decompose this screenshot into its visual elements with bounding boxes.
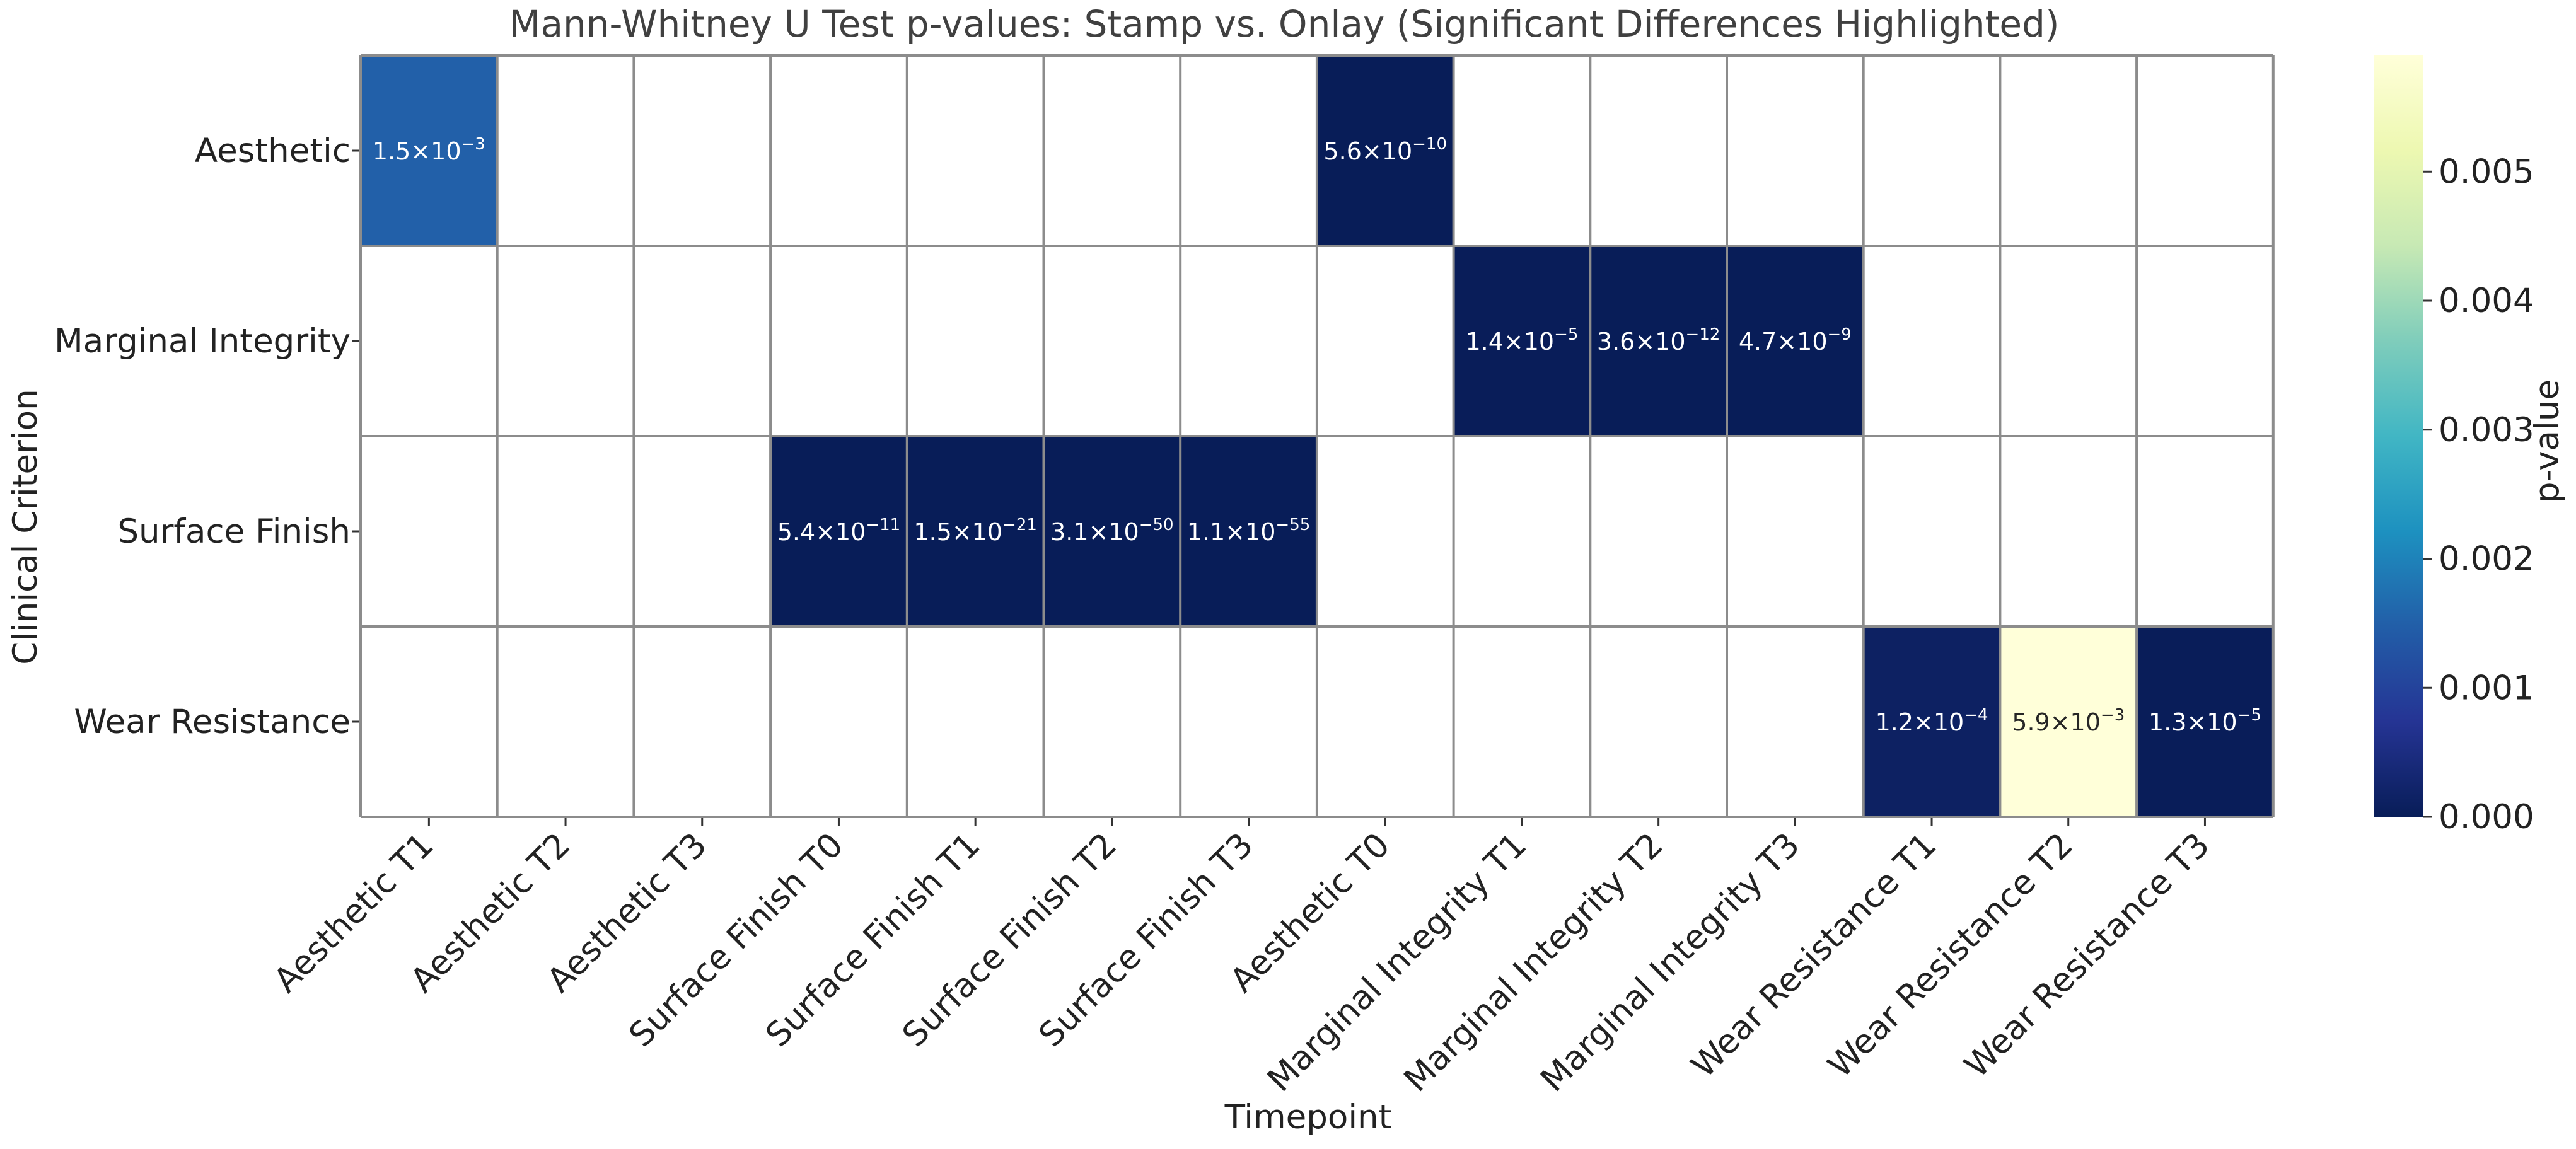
cell-value-label: 3.6×10−12 xyxy=(1597,325,1720,355)
chart-title: Mann-Whitney U Test p-values: Stamp vs. … xyxy=(509,3,2059,45)
cell-value-labels: 1.5×10−3 5.6×10−10 1.4×10−5 3.6×10−12 4.7×10… xyxy=(373,135,2261,736)
cell-value-label: 1.5×10−21 xyxy=(914,516,1037,546)
heatmap-cell xyxy=(2000,626,2137,817)
x-axis-label: Timepoint xyxy=(1224,1098,1392,1136)
x-tick-label: Wear Resistance T2 xyxy=(1821,826,2080,1085)
cell-value-label: 1.1×10−55 xyxy=(1187,516,1311,546)
heatmap-cell xyxy=(770,436,907,626)
colorbar-tick-label: 0.003 xyxy=(2439,411,2534,449)
cell-value-label: 1.3×10−5 xyxy=(2149,706,2261,736)
colorbar-label: p-value xyxy=(2528,379,2567,503)
y-tick-label: Marginal Integrity xyxy=(54,322,351,361)
colorbar-tick-label: 0.002 xyxy=(2439,540,2534,579)
x-tick-label: Marginal Integrity T1 xyxy=(1260,826,1534,1099)
colorbar-tick-label: 0.001 xyxy=(2439,669,2534,707)
heatmap-cell xyxy=(1590,246,1727,436)
heatmap-cell xyxy=(1043,436,1181,626)
x-tick-label: Wear Resistance T1 xyxy=(1684,826,1944,1085)
heatmap-cell xyxy=(2137,626,2273,817)
heatmap-cell xyxy=(1316,55,1454,246)
colorbar-gradient xyxy=(2374,55,2423,817)
colorbar-tick-label: 0.000 xyxy=(2439,798,2534,836)
heatmap-cell xyxy=(1180,436,1317,626)
colorbar: 0.000 0.001 0.002 0.003 0.004 0.005 xyxy=(2374,55,2534,836)
colorbar-tick-label: 0.004 xyxy=(2439,282,2534,320)
heatmap-cell xyxy=(1863,626,2000,817)
cell-value-label: 1.2×10−4 xyxy=(1876,706,1988,736)
heatmap-grid xyxy=(359,54,2275,818)
heatmap-cell xyxy=(907,436,1044,626)
heatmap-cell xyxy=(1727,246,1864,436)
x-tick-label: Marginal Integrity T3 xyxy=(1533,826,1807,1099)
y-axis: Aesthetic Marginal Integrity Surface Finis… xyxy=(54,132,359,741)
x-tick-label: Wear Resistance T3 xyxy=(1958,826,2217,1085)
y-tick-label: Surface Finish xyxy=(117,512,351,551)
x-tick-label: Marginal Integrity T2 xyxy=(1397,826,1671,1099)
cell-value-label: 5.9×10−3 xyxy=(2012,706,2125,736)
heatmap-cell xyxy=(361,55,497,246)
cell-value-label: 4.7×10−9 xyxy=(1739,325,1852,355)
colorbar-tick-label: 0.005 xyxy=(2439,153,2534,191)
cell-value-label: 5.4×10−11 xyxy=(777,516,901,546)
cell-value-label: 5.6×10−10 xyxy=(1323,135,1447,165)
cell-value-label: 1.4×10−5 xyxy=(1465,325,1578,355)
heatmap-cell xyxy=(1453,246,1591,436)
cell-value-label: 3.1×10−50 xyxy=(1050,516,1174,546)
y-tick-label: Aesthetic xyxy=(195,132,351,170)
cell-value-label: 1.5×10−3 xyxy=(373,135,485,165)
y-tick-label: Wear Resistance xyxy=(74,703,351,741)
y-axis-label: Clinical Criterion xyxy=(6,389,45,664)
